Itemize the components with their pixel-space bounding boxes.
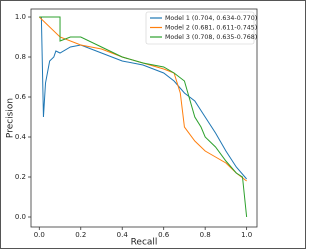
legend-label: Model 1 (0.704, 0.634-0.770) xyxy=(165,15,257,22)
x-tick-label: 0.4 xyxy=(117,231,129,239)
y-tick-label: 1.0 xyxy=(15,13,26,21)
pr-curve xyxy=(38,16,247,182)
x-tick-label: 0.0 xyxy=(34,231,45,239)
chart: Recall Precision 0.0 0.2 0.4 0.6 0.8 1.0 0.0 0.… xyxy=(0,0,306,249)
y-tick-label: 0.2 xyxy=(15,173,26,181)
axes-box xyxy=(30,8,258,228)
x-tick-label: 0.2 xyxy=(75,231,86,239)
y-tick-label: 0.4 xyxy=(15,133,27,141)
x-tick-label: 1.0 xyxy=(241,231,252,239)
x-tick-label: 0.6 xyxy=(158,231,170,239)
legend-box xyxy=(145,11,255,45)
x-axis-label: Recall xyxy=(131,238,158,248)
y-tick-label: 0.8 xyxy=(15,53,26,61)
y-axis-label: Precision xyxy=(6,98,16,138)
pr-curve xyxy=(39,16,248,180)
legend-label: Model 3 (0.708, 0.635-0.768) xyxy=(165,34,257,41)
pr-curve xyxy=(39,16,248,218)
y-tick-label: 0.0 xyxy=(15,213,26,221)
x-tick-label: 0.8 xyxy=(200,231,211,239)
legend-label: Model 2 (0.681, 0.611-0.745) xyxy=(165,25,257,32)
y-tick-label: 0.6 xyxy=(15,93,27,101)
